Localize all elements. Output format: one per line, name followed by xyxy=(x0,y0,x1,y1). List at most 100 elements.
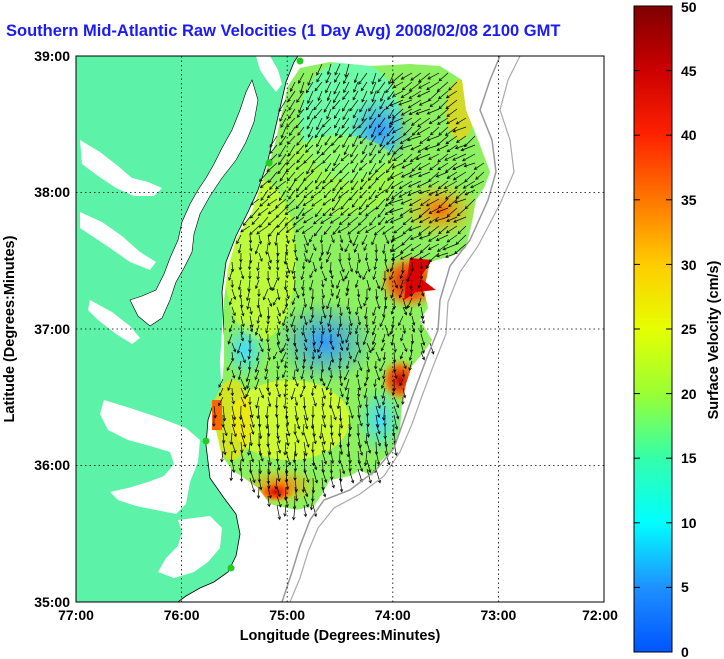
velocity-arrow xyxy=(336,324,341,338)
velocity-arrow xyxy=(429,342,435,355)
velocity-arrow xyxy=(231,396,235,405)
velocity-arrow xyxy=(418,207,431,218)
velocity-arrow xyxy=(419,216,431,224)
velocity-arrow xyxy=(408,360,413,371)
velocity-arrow xyxy=(406,297,413,309)
velocity-arrow xyxy=(375,423,381,435)
velocity-arrow xyxy=(236,342,242,354)
velocity-arrow xyxy=(332,180,341,192)
velocity-arrow xyxy=(425,198,440,207)
x-tick-label: 77:00 xyxy=(58,607,94,623)
velocity-arrow xyxy=(240,225,251,233)
colorbar-tick-label: 15 xyxy=(681,450,697,466)
velocity-arrow xyxy=(301,261,306,270)
velocity-arrow xyxy=(445,135,458,145)
velocity-arrow xyxy=(266,315,270,325)
velocity-arrow xyxy=(283,378,288,388)
velocity-arrow xyxy=(428,117,440,124)
velocity-arrow xyxy=(347,225,359,235)
velocity-arrow xyxy=(321,270,327,282)
velocity-arrow xyxy=(390,252,404,261)
velocity-arrow xyxy=(406,270,413,283)
velocity-arrow xyxy=(436,135,449,146)
velocity-arrow xyxy=(409,153,422,163)
velocity-arrow xyxy=(320,243,325,256)
velocity-arrow xyxy=(400,198,413,205)
velocity-arrow xyxy=(221,432,226,444)
velocity-arrow xyxy=(366,459,372,474)
velocity-arrow xyxy=(443,180,458,189)
velocity-arrow xyxy=(463,162,476,168)
velocity-arrow xyxy=(408,198,422,206)
velocity-arrow xyxy=(267,495,271,508)
velocity-arrow xyxy=(301,279,305,291)
velocity-arrow xyxy=(330,468,334,481)
velocity-arrow xyxy=(384,261,390,273)
velocity-arrow xyxy=(452,162,467,170)
velocity-arrow xyxy=(352,90,359,101)
velocity-arrow xyxy=(371,342,377,352)
velocity-arrow xyxy=(445,117,458,125)
velocity-arrow xyxy=(249,432,253,447)
velocity-arrow xyxy=(436,144,449,151)
velocity-arrow xyxy=(392,234,404,241)
velocity-arrow xyxy=(345,333,350,344)
velocity-arrow xyxy=(366,351,370,361)
bay-inlet-1 xyxy=(80,140,162,196)
velocity-arrow xyxy=(381,396,386,406)
velocity-arrow xyxy=(388,117,404,125)
velocity-arrow xyxy=(218,387,224,397)
velocity-arrow xyxy=(445,225,458,234)
velocity-arrow xyxy=(318,423,323,440)
velocity-arrow xyxy=(285,450,292,466)
velocity-arrow xyxy=(222,423,228,437)
velocity-arrow xyxy=(309,297,314,311)
velocity-arrow xyxy=(293,243,298,254)
velocity-arrow xyxy=(290,306,296,318)
velocity-arrow xyxy=(400,108,413,116)
velocity-arrow xyxy=(328,396,333,409)
velocity-arrow xyxy=(267,486,272,499)
velocity-arrow xyxy=(340,153,350,162)
velocity-arrow xyxy=(416,180,431,188)
velocity-arrow xyxy=(337,225,350,233)
velocity-arrow xyxy=(290,315,296,328)
velocity-arrow xyxy=(357,252,361,264)
velocity-arrow xyxy=(409,342,414,354)
velocity-arrow xyxy=(418,72,431,83)
velocity-arrow xyxy=(279,135,287,146)
velocity-arrow xyxy=(372,306,377,317)
velocity-arrow xyxy=(310,387,315,397)
velocity-arrow xyxy=(299,306,305,320)
velocity-arrow xyxy=(303,342,308,352)
velocity-arrow xyxy=(230,279,235,289)
velocity-arrow xyxy=(364,252,369,262)
velocity-arrow xyxy=(294,288,300,299)
velocity-arrow xyxy=(276,315,281,325)
velocity-arrow xyxy=(406,135,422,142)
velocity-arrow xyxy=(276,270,280,282)
velocity-arrow xyxy=(313,99,323,111)
velocity-arrow xyxy=(254,324,260,336)
velocity-arrow xyxy=(259,180,269,189)
velocity-arrow xyxy=(301,360,306,370)
velocity-arrow xyxy=(330,342,335,351)
velocity-arrow xyxy=(436,117,449,125)
velocity-arrow xyxy=(276,441,282,454)
velocity-arrow xyxy=(355,261,359,275)
velocity-arrow xyxy=(316,117,323,131)
velocity-arrow xyxy=(373,360,378,370)
velocity-arrow xyxy=(350,171,359,184)
velocity-arrow xyxy=(371,324,377,336)
velocity-arrow xyxy=(240,387,247,400)
velocity-arrow xyxy=(462,180,476,189)
velocity-arrow xyxy=(321,297,325,310)
velocity-arrow xyxy=(407,180,422,188)
velocity-arrow xyxy=(389,99,404,107)
velocity-arrow xyxy=(301,225,314,234)
velocity-arrow xyxy=(445,189,458,200)
velocity-arrow xyxy=(380,90,386,102)
velocity-arrow xyxy=(429,99,440,108)
velocity-arrow xyxy=(333,108,341,120)
velocity-arrow xyxy=(294,252,299,262)
